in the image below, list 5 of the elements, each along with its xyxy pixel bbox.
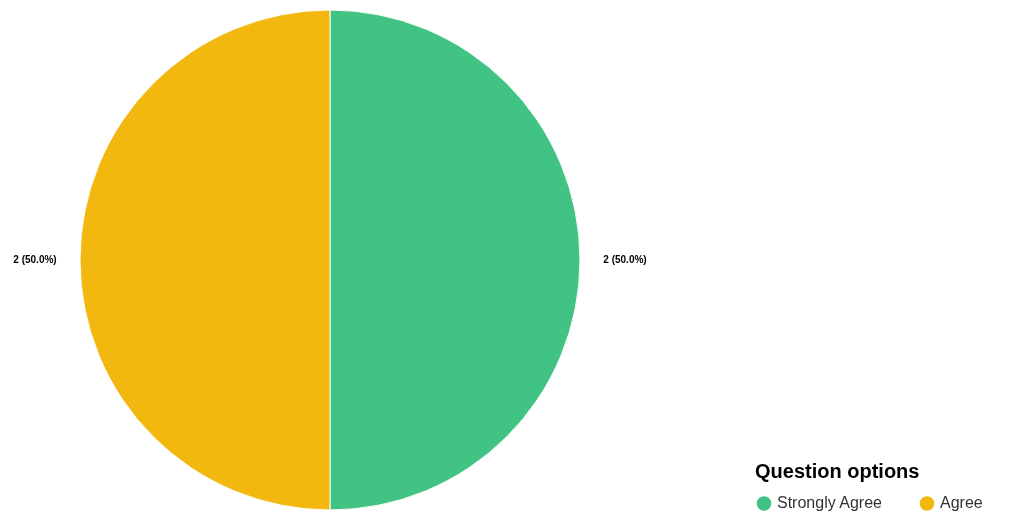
data-label: 2 (50.0%) <box>603 254 647 265</box>
legend-label: Strongly Agree <box>777 494 883 512</box>
data-label: 2 (50.0%) <box>13 254 57 265</box>
legend-label: Agree <box>940 494 983 512</box>
legend-title: Question options <box>755 460 920 482</box>
